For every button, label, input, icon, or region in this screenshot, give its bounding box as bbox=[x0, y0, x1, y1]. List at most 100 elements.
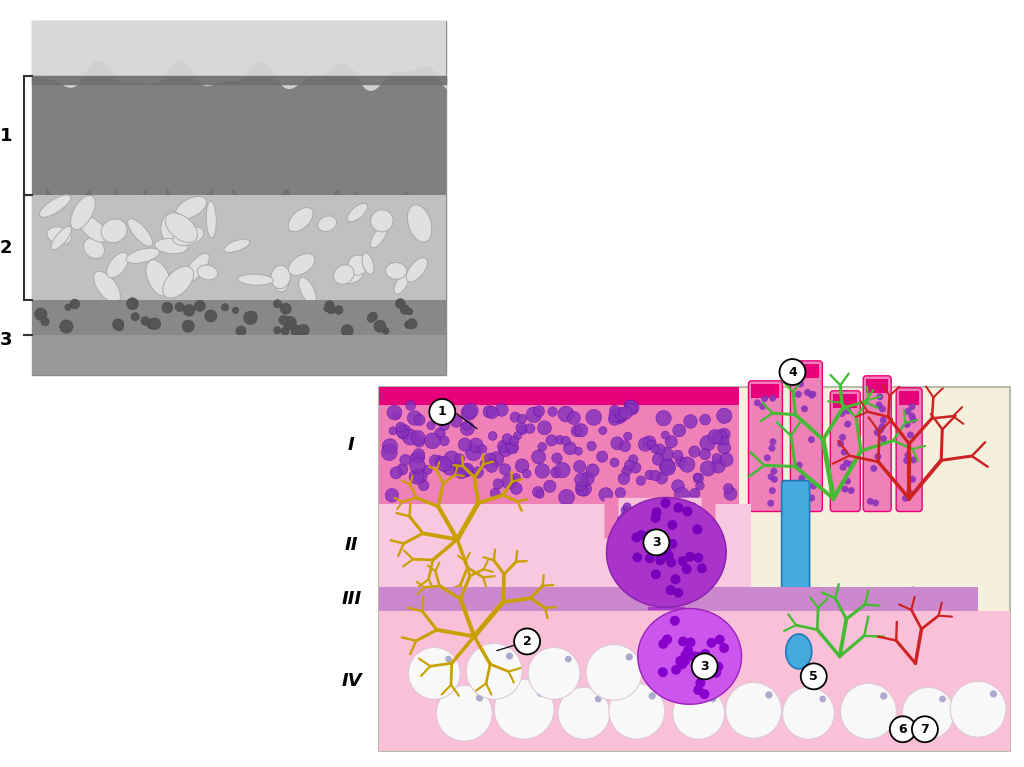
Circle shape bbox=[396, 423, 406, 432]
Circle shape bbox=[903, 421, 910, 428]
Circle shape bbox=[582, 598, 589, 605]
Circle shape bbox=[708, 585, 716, 594]
Circle shape bbox=[909, 476, 916, 482]
Circle shape bbox=[876, 401, 883, 408]
Circle shape bbox=[659, 447, 674, 462]
Circle shape bbox=[419, 480, 429, 491]
Circle shape bbox=[567, 411, 581, 425]
Circle shape bbox=[623, 538, 630, 547]
Circle shape bbox=[577, 599, 582, 604]
Circle shape bbox=[880, 416, 887, 424]
Circle shape bbox=[522, 469, 531, 478]
Circle shape bbox=[609, 683, 665, 739]
Circle shape bbox=[765, 691, 772, 699]
Circle shape bbox=[127, 298, 138, 310]
Ellipse shape bbox=[71, 196, 95, 229]
Circle shape bbox=[513, 432, 521, 439]
FancyBboxPatch shape bbox=[32, 76, 446, 196]
Circle shape bbox=[574, 423, 588, 437]
Ellipse shape bbox=[371, 210, 393, 232]
Circle shape bbox=[880, 597, 887, 605]
Circle shape bbox=[848, 487, 855, 494]
Ellipse shape bbox=[270, 265, 290, 288]
FancyBboxPatch shape bbox=[380, 611, 1010, 751]
Circle shape bbox=[399, 454, 411, 466]
Circle shape bbox=[586, 464, 599, 477]
Circle shape bbox=[534, 406, 545, 416]
Ellipse shape bbox=[155, 239, 188, 254]
Circle shape bbox=[460, 421, 474, 436]
Ellipse shape bbox=[317, 216, 337, 232]
Circle shape bbox=[622, 466, 632, 476]
Circle shape bbox=[693, 473, 701, 481]
Circle shape bbox=[458, 438, 471, 451]
Circle shape bbox=[573, 460, 586, 472]
Ellipse shape bbox=[504, 551, 524, 565]
Circle shape bbox=[617, 516, 625, 524]
Circle shape bbox=[847, 461, 853, 468]
Circle shape bbox=[819, 696, 826, 703]
Circle shape bbox=[726, 683, 781, 738]
Circle shape bbox=[615, 596, 624, 604]
Circle shape bbox=[500, 464, 511, 475]
Circle shape bbox=[695, 678, 706, 688]
Circle shape bbox=[512, 473, 520, 482]
Circle shape bbox=[690, 516, 698, 524]
Circle shape bbox=[718, 441, 731, 454]
Circle shape bbox=[621, 519, 628, 527]
Circle shape bbox=[587, 441, 596, 451]
Circle shape bbox=[759, 403, 766, 410]
Circle shape bbox=[692, 532, 700, 540]
Text: 3: 3 bbox=[652, 536, 660, 549]
Circle shape bbox=[711, 459, 725, 473]
Circle shape bbox=[700, 461, 716, 476]
Circle shape bbox=[609, 409, 623, 422]
Circle shape bbox=[400, 305, 410, 314]
Circle shape bbox=[699, 689, 710, 699]
Circle shape bbox=[575, 482, 586, 491]
Circle shape bbox=[800, 602, 805, 607]
Circle shape bbox=[796, 462, 803, 469]
Circle shape bbox=[667, 558, 676, 568]
Circle shape bbox=[404, 603, 410, 608]
Circle shape bbox=[453, 461, 464, 472]
Circle shape bbox=[771, 476, 778, 483]
Circle shape bbox=[623, 525, 630, 534]
Circle shape bbox=[795, 391, 802, 398]
Circle shape bbox=[844, 420, 851, 428]
Ellipse shape bbox=[398, 520, 420, 535]
Circle shape bbox=[652, 599, 658, 604]
Circle shape bbox=[870, 465, 878, 472]
Circle shape bbox=[668, 520, 678, 530]
Circle shape bbox=[625, 400, 635, 411]
Circle shape bbox=[811, 598, 817, 604]
Circle shape bbox=[693, 473, 703, 483]
Circle shape bbox=[183, 304, 195, 316]
Circle shape bbox=[804, 389, 811, 396]
Circle shape bbox=[413, 449, 425, 461]
Circle shape bbox=[526, 407, 542, 423]
Circle shape bbox=[499, 443, 512, 456]
Circle shape bbox=[674, 487, 689, 502]
Circle shape bbox=[843, 459, 850, 466]
Circle shape bbox=[527, 594, 532, 600]
Circle shape bbox=[528, 647, 580, 700]
Circle shape bbox=[844, 478, 851, 485]
Circle shape bbox=[445, 656, 452, 663]
Circle shape bbox=[684, 415, 697, 428]
Circle shape bbox=[859, 588, 867, 596]
Circle shape bbox=[565, 656, 571, 663]
Ellipse shape bbox=[401, 548, 413, 556]
Circle shape bbox=[429, 399, 456, 425]
Circle shape bbox=[249, 311, 257, 319]
Circle shape bbox=[221, 304, 228, 311]
Ellipse shape bbox=[334, 265, 354, 285]
Circle shape bbox=[957, 588, 965, 595]
Text: 7: 7 bbox=[921, 723, 929, 736]
Circle shape bbox=[712, 453, 722, 463]
Circle shape bbox=[823, 595, 830, 602]
Circle shape bbox=[690, 529, 698, 537]
Circle shape bbox=[902, 687, 954, 739]
Circle shape bbox=[647, 440, 656, 449]
Circle shape bbox=[872, 499, 879, 506]
